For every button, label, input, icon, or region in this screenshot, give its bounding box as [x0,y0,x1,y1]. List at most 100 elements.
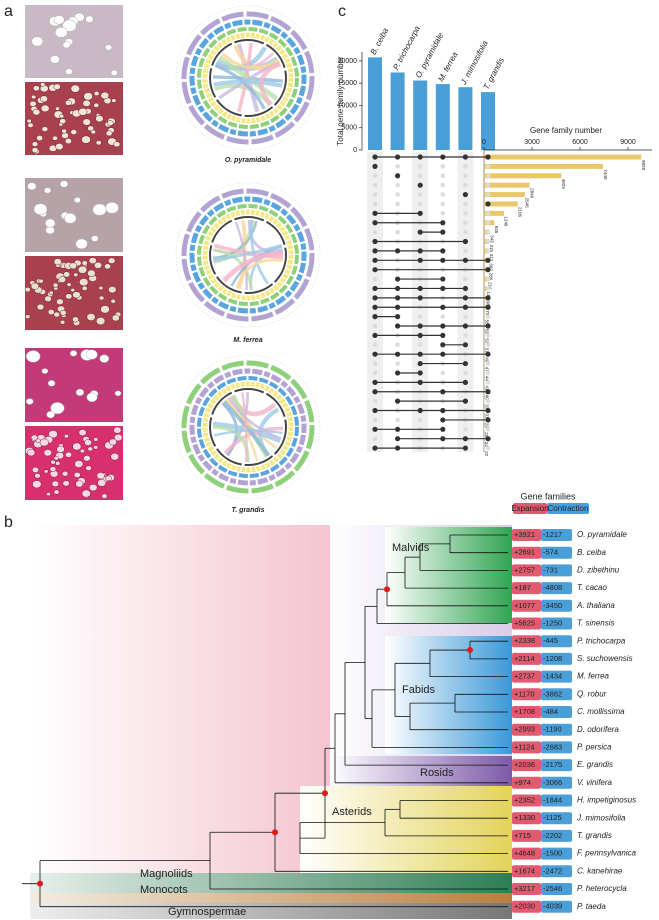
matrix-dot [440,351,446,357]
expansion-box [512,670,541,683]
cell [47,380,56,387]
contraction-value: -484 [543,707,558,716]
cell [36,303,45,311]
species-name: B. ceiba [577,548,606,557]
matrix-dot [395,248,401,254]
expansion-box [512,617,541,630]
matrix-dot-empty [372,276,378,282]
matrix-dot-empty [372,173,378,179]
cell [86,313,96,321]
expansion-box [512,776,541,789]
matrix-dot [417,379,423,385]
expansion-value: +1077 [514,601,535,610]
cell [55,143,64,151]
matrix-dot-empty [463,201,468,207]
cell [78,107,88,116]
cell [98,286,104,291]
matrix-dot-empty [440,164,446,169]
matrix-dot-empty [440,173,446,179]
cell [53,15,65,25]
contraction-box [541,635,572,648]
cell [93,445,99,450]
contraction-box [541,794,572,807]
species-name: P. taeda [577,902,606,911]
contraction-box [541,759,572,772]
cell [108,286,117,294]
contraction-value: -2175 [543,760,562,769]
cell [51,480,59,487]
cell [58,276,67,283]
value-label: 75 [485,310,490,316]
cell [114,433,123,442]
matrix-dot [417,295,423,301]
matrix-dot [485,436,491,442]
tree [22,534,508,908]
matrix-dot-empty [372,370,378,376]
value-label: 24 [484,442,489,448]
micrograph [24,256,123,330]
matrix-dot-empty [485,239,491,244]
y-tick-label: 15000 [338,80,358,87]
species-name: E. grandis [577,760,613,769]
contraction-value: -731 [543,565,558,574]
species-name: M. ferrea [577,672,610,681]
circos-ring [175,5,321,151]
cell [93,437,99,442]
matrix-dot [395,445,401,451]
species-name: T. sinensis [577,619,615,628]
cell [91,235,99,242]
matrix-dot [485,267,491,273]
cell [52,135,58,141]
cell [105,475,112,482]
cell [56,445,65,453]
cell [31,94,37,100]
cell [64,138,72,145]
matrix-dot [417,323,423,329]
value-label: 9828 [641,160,646,171]
cell [61,128,67,134]
cell [81,260,88,266]
cell [43,187,52,194]
cell [49,55,60,64]
cell [31,147,39,153]
matrix-dot-empty [372,192,378,197]
matrix-dot-empty [485,286,491,291]
cell [59,320,66,325]
species-name: O. pyramidale [577,530,627,539]
matrix-dot-empty [440,182,446,188]
cell [73,272,79,277]
cell [75,388,85,396]
matrix-dot [485,295,491,301]
cell [79,278,89,287]
cell [64,212,77,224]
bar [484,332,485,338]
bar [484,154,642,160]
circos-ring [181,188,315,322]
bar [484,201,518,207]
matrix-dot [440,417,446,423]
expansion-key-label: Expansion [511,504,548,513]
matrix-dot-empty [417,342,423,348]
matrix-dot-empty [485,276,491,282]
contraction-value: -1434 [543,672,562,681]
cell [25,350,41,363]
node-marker [322,790,328,797]
clade-label: Gymnospermae [168,906,246,918]
matrix-dot-empty [417,417,423,423]
circos-ring [189,19,307,137]
cell [90,129,96,135]
expansion-value: +1170 [514,689,535,698]
cell [48,430,58,439]
contraction-value: -4808 [543,583,562,592]
clade-label: Malvids [392,542,430,554]
matrix-dot-empty [372,398,378,404]
cell [32,480,42,489]
background-band [385,527,512,623]
cell [34,473,41,479]
x-tick-label: 3000 [524,139,540,146]
matrix-dot [440,154,446,160]
matrix-dot [372,248,378,254]
cell [44,295,52,302]
cell [83,455,91,462]
